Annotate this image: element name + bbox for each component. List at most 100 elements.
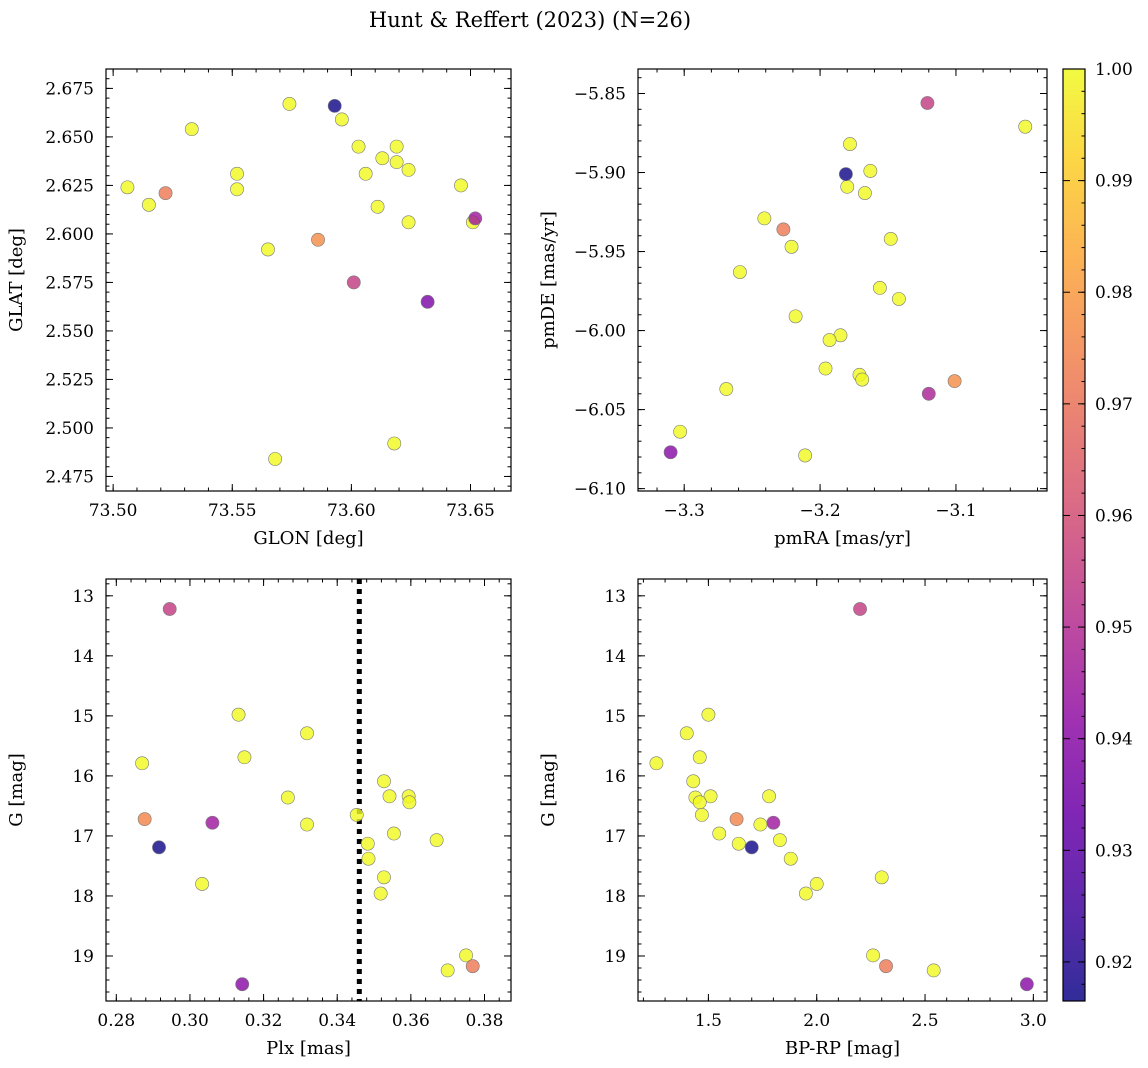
colorbar-frame (1062, 68, 1086, 1002)
scatter-point (137, 812, 152, 827)
scatter-point (920, 96, 935, 110)
y-tick-label: 2.500 (45, 419, 94, 439)
scatter-point (701, 707, 716, 722)
scatter-point (783, 851, 798, 866)
y-tick-label: 2.525 (45, 370, 94, 390)
scatter-point (205, 815, 220, 830)
y-tick-label: 16 (72, 767, 94, 787)
scatter-point (762, 789, 776, 804)
scatter-point (280, 790, 295, 805)
colorbar-tick-label: 0.93 (1095, 841, 1133, 861)
y-tick-label: 2.650 (45, 128, 94, 148)
axes-frame (637, 68, 1048, 492)
scatter-point (120, 180, 135, 195)
scatter-point (370, 199, 385, 214)
scatter-point (135, 756, 149, 771)
x-tick-label: 1.5 (695, 1011, 722, 1031)
axes-frame (105, 68, 512, 492)
x-tick-label: 0.28 (97, 1011, 135, 1031)
scatter-point (766, 815, 781, 830)
x-tick-label: 0.34 (318, 1011, 356, 1031)
scatter-point (402, 795, 417, 810)
x-axis-label: Plx [mas] (266, 1038, 351, 1059)
colorbar-tick-label: 0.97 (1095, 395, 1133, 415)
x-tick-label: −3.1 (935, 501, 976, 521)
scatter-point (429, 833, 444, 848)
scatter-point (373, 886, 388, 901)
scatter-point (784, 239, 799, 254)
scatter-point (843, 137, 857, 151)
scatter-point (855, 372, 870, 387)
scatter-point (729, 812, 744, 827)
scatter-point (152, 840, 166, 855)
scatter-point (282, 97, 297, 111)
x-tick-label: 73.50 (89, 501, 138, 521)
y-tick-label: 15 (604, 707, 626, 727)
scatter-point (872, 281, 887, 295)
scatter-point (235, 977, 250, 992)
scatter-point (840, 179, 855, 194)
scatter-point (1018, 119, 1033, 134)
scatter-point (389, 139, 404, 154)
colorbar-tick-label: 0.98 (1095, 283, 1133, 303)
scatter-point (230, 166, 244, 181)
y-tick-label: −6.10 (574, 480, 626, 500)
scatter-point (440, 963, 455, 978)
scatter-point (349, 808, 364, 822)
scatter-point (377, 774, 391, 789)
scatter-point (382, 789, 397, 804)
y-tick-label: 2.550 (45, 322, 94, 342)
y-tick-label: 16 (604, 767, 626, 787)
scatter-point (387, 826, 401, 841)
colorbar-tick-label: 0.99 (1095, 172, 1133, 192)
scatter-point (798, 448, 813, 463)
scatter-point (300, 726, 314, 741)
scatter-point (387, 436, 402, 451)
y-tick-label: 2.600 (45, 225, 94, 245)
scatter-point (776, 222, 791, 237)
scatter-point (798, 886, 813, 901)
scatter-point (401, 162, 416, 177)
scatter-point (866, 948, 880, 963)
scatter-point (663, 445, 678, 460)
panel-plx_g: 0.28 0.30 0.32 0.34 0.36 0.38 13 14 15 16 17 18 19 Pl… (6, 578, 512, 1059)
scatter-point (772, 833, 787, 848)
x-tick-label: 73.55 (208, 501, 257, 521)
scatter-point (346, 275, 361, 290)
panel-pm: −3.3 −3.2 −3.1 −6.10 −6.05 −6.00 −5.95 −5.90 −5.… (538, 68, 1048, 549)
colorbar-gradient (1063, 69, 1085, 1001)
x-tick-label: 0.30 (171, 1011, 209, 1031)
y-axis-label: G [mag] (538, 753, 559, 826)
scatter-point (230, 182, 244, 197)
scatter-point (947, 374, 962, 389)
x-axis-label: GLON [deg] (253, 528, 363, 549)
scatter-point (733, 265, 747, 279)
y-tick-label: −5.90 (574, 164, 626, 184)
x-tick-label: 3.0 (1020, 1011, 1047, 1031)
x-tick-label: 0.36 (392, 1011, 430, 1031)
scatter-point (377, 870, 391, 885)
scatter-point (420, 294, 435, 309)
scatter-point (465, 959, 480, 974)
scatter-point (719, 382, 734, 396)
y-axis-label: G [mag] (6, 753, 27, 826)
scatter-point (237, 750, 252, 765)
scatter-point (731, 836, 746, 851)
scatter-point (703, 789, 718, 804)
y-tick-label: 13 (604, 587, 626, 607)
scatter-point (389, 155, 404, 170)
y-tick-label: −5.85 (574, 84, 626, 104)
colorbar-tick-label: 0.92 (1095, 953, 1133, 973)
x-tick-label: 2.0 (803, 1011, 830, 1031)
scatter-point (327, 98, 342, 113)
y-tick-label: 14 (604, 647, 626, 667)
scatter-point (695, 808, 709, 822)
scatter-point (361, 851, 376, 866)
scatter-point (712, 826, 727, 841)
scatter-point (822, 333, 837, 347)
scatter-point (692, 750, 707, 765)
scatter-point (874, 870, 889, 885)
scatter-point (141, 197, 156, 212)
scatter-point (162, 602, 177, 616)
